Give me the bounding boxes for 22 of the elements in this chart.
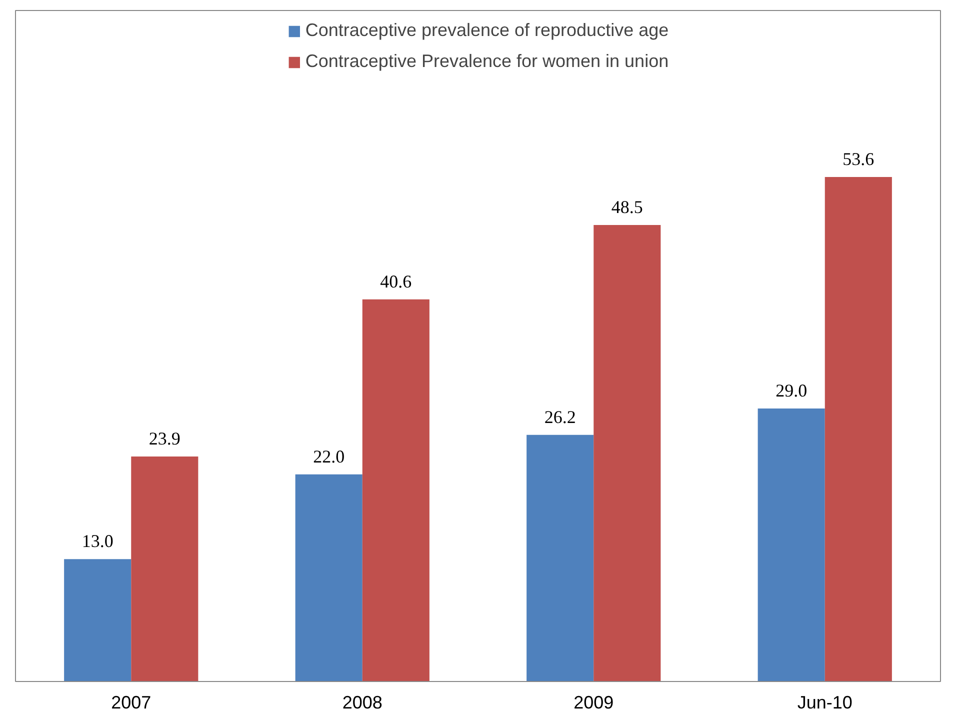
data-label: 53.6 bbox=[842, 148, 874, 169]
data-label: 40.6 bbox=[380, 271, 412, 292]
data-label: 48.5 bbox=[611, 196, 643, 217]
bar bbox=[594, 224, 661, 682]
bar bbox=[295, 474, 362, 682]
data-label: 26.2 bbox=[544, 406, 576, 427]
bar bbox=[824, 176, 892, 682]
bar bbox=[526, 434, 594, 682]
x-tick-label: 2008 bbox=[342, 692, 382, 712]
bar bbox=[131, 456, 198, 682]
bar bbox=[64, 559, 132, 682]
data-label: 13.0 bbox=[82, 531, 114, 552]
x-tick-label: 2007 bbox=[111, 692, 152, 712]
data-label: 22.0 bbox=[313, 446, 345, 466]
legend-label: Contraceptive prevalence of reproductive age bbox=[305, 20, 669, 41]
x-tick-label: 2009 bbox=[574, 692, 614, 712]
data-label: 29.0 bbox=[776, 380, 808, 401]
x-tick-label: Jun-10 bbox=[797, 692, 852, 712]
data-label: 23.9 bbox=[148, 428, 180, 449]
bar bbox=[758, 408, 825, 682]
bar bbox=[362, 299, 430, 682]
legend-label: Contraceptive Prevalence for women in union bbox=[305, 51, 669, 72]
